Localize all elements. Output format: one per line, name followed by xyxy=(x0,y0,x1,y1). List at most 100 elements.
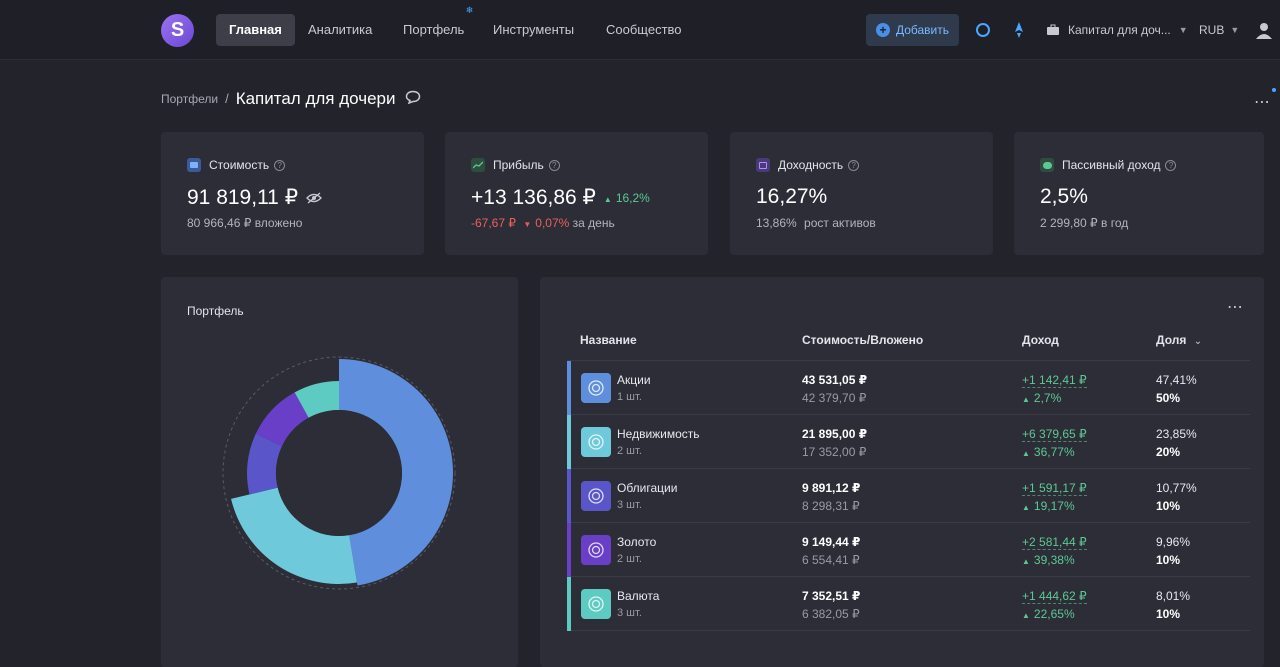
currency-selector[interactable]: RUB ▼ xyxy=(1199,14,1239,46)
nav-tools[interactable]: Инструменты xyxy=(493,22,575,37)
search-icon[interactable] xyxy=(971,18,995,42)
notification-dot xyxy=(1272,88,1276,92)
asset-share: 9,96% xyxy=(1156,535,1191,549)
asset-value: 21 895,00 ₽ xyxy=(802,427,868,441)
category-color-bar xyxy=(567,577,571,631)
nav-home[interactable]: Главная xyxy=(216,14,295,46)
category-color-bar xyxy=(567,361,571,415)
donut-slice-1[interactable] xyxy=(339,359,454,586)
top-navbar: S Главная Аналитика Портфель ❄ Инструмен… xyxy=(0,0,1280,60)
column-header-share[interactable]: Доля ⌄ xyxy=(1156,333,1202,347)
asset-income[interactable]: +6 379,65 ₽ xyxy=(1022,427,1087,442)
help-icon[interactable]: ? xyxy=(274,159,286,171)
user-avatar-icon[interactable] xyxy=(1252,18,1276,42)
asset-category-icon xyxy=(581,373,611,403)
chevron-down-icon: ▼ xyxy=(1178,25,1188,35)
asset-share: 8,01% xyxy=(1156,589,1191,603)
stat-sub: 80 966,46 ₽ вложено xyxy=(187,216,303,230)
help-icon[interactable]: ? xyxy=(848,159,860,171)
asset-name[interactable]: Недвижимость xyxy=(617,427,700,441)
donut-slice-5[interactable] xyxy=(294,381,339,418)
donut-slice-3[interactable] xyxy=(247,433,283,495)
asset-quantity: 3 шт. xyxy=(617,499,642,511)
stat-label: Доходность xyxy=(778,158,844,172)
chevron-down-icon: ▼ xyxy=(1230,25,1240,35)
column-header-name[interactable]: Название xyxy=(580,333,637,347)
eye-off-icon[interactable] xyxy=(306,186,322,210)
portfolio-selector[interactable]: Капитал для доч... ▼ xyxy=(1046,14,1188,46)
portfolio-donut-chart[interactable] xyxy=(209,343,469,603)
stat-label: Прибыль xyxy=(493,158,544,172)
asset-invested: 8 298,31 ₽ xyxy=(802,499,860,513)
donut-slice-2[interactable] xyxy=(231,487,357,584)
assets-table-panel: ⋯ Название Стоимость/Вложено Доход Доля … xyxy=(540,277,1264,667)
asset-name[interactable]: Золото xyxy=(617,535,657,549)
column-header-income[interactable]: Доход xyxy=(1022,333,1059,347)
donut-slice-4[interactable] xyxy=(255,392,309,447)
help-icon[interactable]: ? xyxy=(548,159,560,171)
asset-name[interactable]: Акции xyxy=(617,373,651,387)
table-row[interactable]: Золото 2 шт. 9 149,44 ₽ 6 554,41 ₽ +2 581,44… xyxy=(567,523,1250,577)
stat-label: Стоимость xyxy=(209,158,270,172)
asset-share: 47,41% xyxy=(1156,373,1197,387)
arrow-up-icon: ▲ xyxy=(1022,611,1030,620)
stat-card-value: Стоимость ? 91 819,11 ₽ 80 966,46 ₽ влож… xyxy=(161,132,424,255)
table-row[interactable]: Валюта 3 шт. 7 352,51 ₽ 6 382,05 ₽ +1 444,62… xyxy=(567,577,1250,631)
asset-category-icon xyxy=(581,481,611,511)
breadcrumb-portfolios-link[interactable]: Портфели xyxy=(161,91,219,106)
arrow-up-icon: ▲ xyxy=(1022,503,1030,512)
sort-down-icon: ⌄ xyxy=(1193,336,1203,347)
asset-category-icon xyxy=(581,427,611,457)
asset-value: 43 531,05 ₽ xyxy=(802,373,868,387)
app-logo[interactable]: S xyxy=(161,14,194,47)
arrow-up-icon: ▲ xyxy=(1022,557,1030,566)
help-icon[interactable]: ? xyxy=(1165,159,1177,171)
asset-name[interactable]: Валюта xyxy=(617,589,660,603)
breadcrumb-separator: / xyxy=(225,91,229,106)
snowflake-icon: ❄ xyxy=(465,5,474,15)
add-button[interactable]: + Добавить xyxy=(866,14,959,46)
chart-icon xyxy=(471,158,485,172)
currency-label: RUB xyxy=(1199,23,1225,37)
asset-income[interactable]: +1 444,62 ₽ xyxy=(1022,589,1087,604)
column-header-value[interactable]: Стоимость/Вложено xyxy=(802,333,924,347)
table-row[interactable]: Недвижимость 2 шт. 21 895,00 ₽ 17 352,00 ₽ +… xyxy=(567,415,1250,469)
plus-icon: + xyxy=(875,23,890,37)
nav-analytics[interactable]: Аналитика xyxy=(308,22,373,37)
rocket-icon[interactable] xyxy=(1007,18,1031,42)
wallet-icon xyxy=(187,158,201,172)
category-color-bar xyxy=(567,523,571,577)
asset-share: 23,85% xyxy=(1156,427,1197,441)
add-button-label: Добавить xyxy=(895,23,950,37)
nav-community[interactable]: Сообщество xyxy=(606,22,682,37)
more-options-icon[interactable]: ⋯ xyxy=(1254,94,1271,111)
stat-card-profit: Прибыль ? +13 136,86 ₽ ▲ 16,2% -67,67 ₽ ▼… xyxy=(445,132,708,255)
arrow-up-icon: ▲ xyxy=(1022,395,1030,404)
asset-income[interactable]: +2 581,44 ₽ xyxy=(1022,535,1087,550)
nav-portfolio[interactable]: Портфель ❄ xyxy=(390,6,477,46)
stat-card-passive: Пассивный доход ? 2,5% 2 299,80 ₽ в год xyxy=(1014,132,1264,255)
stat-label: Пассивный доход xyxy=(1062,158,1161,172)
stat-card-yield: Доходность ? 16,27% 13,86% рост активов xyxy=(730,132,993,255)
more-options-icon[interactable]: ⋯ xyxy=(1227,299,1244,316)
column-header-share-label: Доля xyxy=(1156,333,1187,347)
day-change-amount: -67,67 ₽ xyxy=(471,216,516,230)
table-row[interactable]: Акции 1 шт. 43 531,05 ₽ 42 379,70 ₽ +1 142,4… xyxy=(567,361,1250,415)
asset-income[interactable]: +1 142,41 ₽ xyxy=(1022,373,1087,388)
asset-quantity: 1 шт. xyxy=(617,391,642,403)
asset-name[interactable]: Облигации xyxy=(617,481,678,495)
panel-title: Портфель xyxy=(187,304,244,318)
asset-growth-value: 13,86% xyxy=(756,216,797,230)
asset-category-icon xyxy=(581,589,611,619)
asset-invested: 42 379,70 ₽ xyxy=(802,391,867,405)
asset-share: 10,77% xyxy=(1156,481,1197,495)
asset-income[interactable]: +1 591,17 ₽ xyxy=(1022,481,1087,496)
comment-icon[interactable] xyxy=(405,90,421,109)
table-row[interactable]: Облигации 3 шт. 9 891,12 ₽ 8 298,31 ₽ +1 591… xyxy=(567,469,1250,523)
day-change-percent: ▼ 0,07% xyxy=(523,216,570,230)
asset-invested: 6 382,05 ₽ xyxy=(802,607,860,621)
asset-target-share: 10% xyxy=(1156,499,1181,513)
category-color-bar xyxy=(567,469,571,523)
asset-income-percent: ▲ 39,38% xyxy=(1022,553,1075,567)
calendar-icon xyxy=(756,158,770,172)
